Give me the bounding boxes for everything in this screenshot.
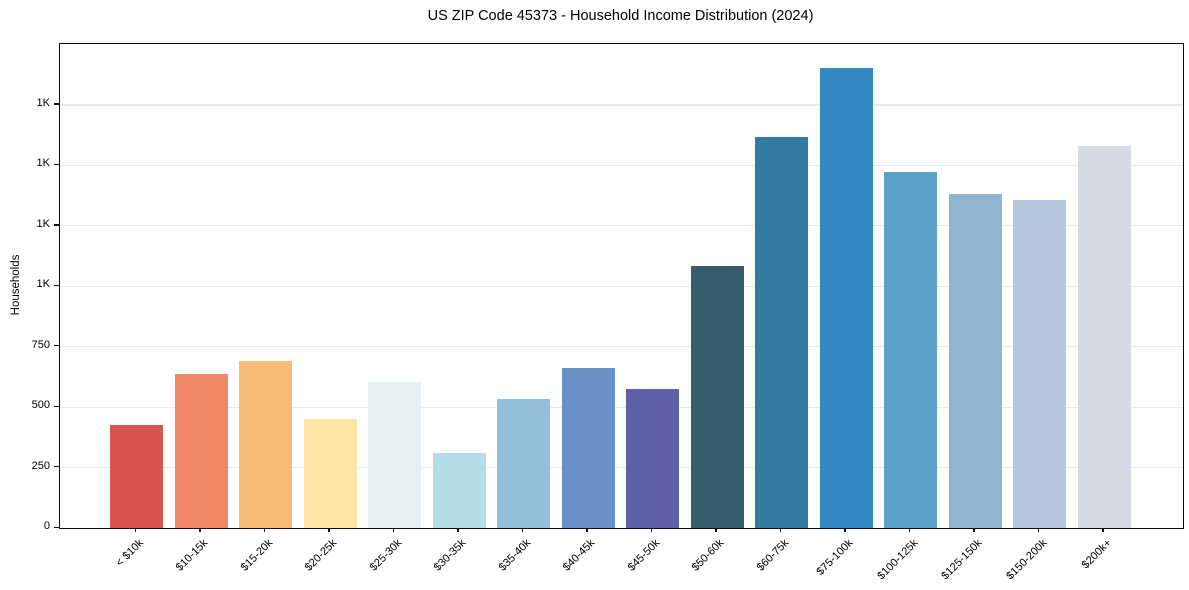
x-tick-mark-150-200k (1037, 527, 1040, 533)
x-tick-label-100-125k: $100-125k (874, 536, 920, 582)
y-tick-mark-0 (54, 526, 59, 528)
x-tick-label-40-45k: $40-45k (560, 536, 598, 574)
y-tick-label-1750: 1K (36, 96, 50, 109)
y-tick-mark-250 (54, 466, 59, 468)
x-tick-mark-50-60k (715, 527, 717, 533)
y-axis-tick-labels: 0 250 500 750 1K 1K 1K 1K (0, 43, 50, 532)
x-tick-mark-40-45k (586, 527, 588, 533)
y-tick-mark-1750 (54, 103, 59, 105)
y-tick-label-750: 750 (31, 338, 50, 351)
x-tick-label-10k: < $10k (113, 536, 146, 569)
x-tick-mark-75-100k (844, 527, 846, 533)
x-tick-label-30-35k: $30-35k (431, 536, 469, 574)
y-tick-label-1250: 1K (36, 217, 50, 230)
y-tick-mark-1000 (54, 284, 59, 287)
chart-title: US ZIP Code 45373 - Household Income Dis… (427, 8, 814, 24)
x-tick-label-150-200k: $150-200k (1003, 536, 1049, 582)
x-tick-label-25-30k: $25-30k (367, 536, 404, 574)
y-tick-mark-500 (54, 405, 59, 407)
bar-200k (1077, 145, 1131, 528)
bar-60-75k (755, 137, 808, 528)
y-tick-label-1500: 1K (36, 157, 50, 170)
y-tick-mark-1500 (54, 163, 59, 166)
bar-75-100k (819, 68, 873, 528)
y-tick-label-250: 250 (31, 459, 50, 472)
gridline-500 (60, 406, 1183, 408)
bar-15-20k (239, 360, 292, 528)
bar-10-15k (174, 374, 228, 528)
bar-150-200k (1013, 199, 1066, 528)
x-tick-label-20-25k: $20-25k (302, 536, 340, 574)
x-tick-mark-125-150k (973, 527, 975, 533)
x-tick-mark-10-15k (199, 527, 201, 533)
plot-area (59, 43, 1184, 529)
bar-10k (110, 424, 163, 528)
gridline-1750 (60, 104, 1183, 106)
y-tick-label-0: 0 (43, 520, 50, 532)
bar-20-25k (303, 418, 357, 528)
y-tick-mark-750 (54, 345, 59, 347)
x-tick-label-45-50k: $45-50k (625, 536, 662, 574)
x-tick-mark-100-125k (908, 527, 911, 533)
bar-125-150k (948, 193, 1002, 528)
x-tick-label-50-60k: $50-60k (689, 536, 727, 574)
x-tick-label-10-15k: $10-15k (173, 536, 211, 574)
gridline-1000 (60, 285, 1183, 287)
x-tick-mark-60-75k (779, 527, 782, 533)
bar-25-30k (368, 382, 421, 528)
gridline-1250 (60, 225, 1183, 227)
bar-50-60k (690, 266, 744, 528)
x-tick-mark-25-30k (392, 527, 395, 533)
x-tick-label-125-150k: $125-150k (939, 536, 985, 582)
x-tick-mark-45-50k (650, 527, 653, 533)
x-tick-mark-20-25k (328, 527, 330, 533)
bar-30-35k (432, 452, 486, 528)
x-tick-mark-10k (134, 527, 137, 533)
gridline-1500 (60, 164, 1183, 166)
x-tick-mark-35-40k (521, 527, 524, 533)
gridline-750 (60, 346, 1183, 348)
x-tick-mark-200k (1102, 527, 1104, 533)
gridline-250 (60, 467, 1183, 469)
x-tick-mark-15-20k (263, 527, 266, 533)
x-tick-label-35-40k: $35-40k (496, 536, 533, 574)
y-tick-label-1000: 1K (36, 278, 50, 291)
x-tick-mark-30-35k (457, 527, 459, 533)
y-tick-mark-1250 (54, 224, 59, 226)
y-tick-label-500: 500 (31, 399, 50, 412)
x-tick-label-75-100k: $75-100k (814, 536, 856, 578)
bar-40-45k (561, 367, 615, 528)
bar-35-40k (497, 399, 550, 528)
x-tick-label-200k: $200k+ (1079, 536, 1114, 571)
bar-100-125k (884, 172, 937, 528)
bar-45-50k (626, 388, 679, 528)
x-tick-label-15-20k: $15-20k (238, 536, 275, 574)
x-tick-label-60-75k: $60-75k (754, 536, 791, 574)
